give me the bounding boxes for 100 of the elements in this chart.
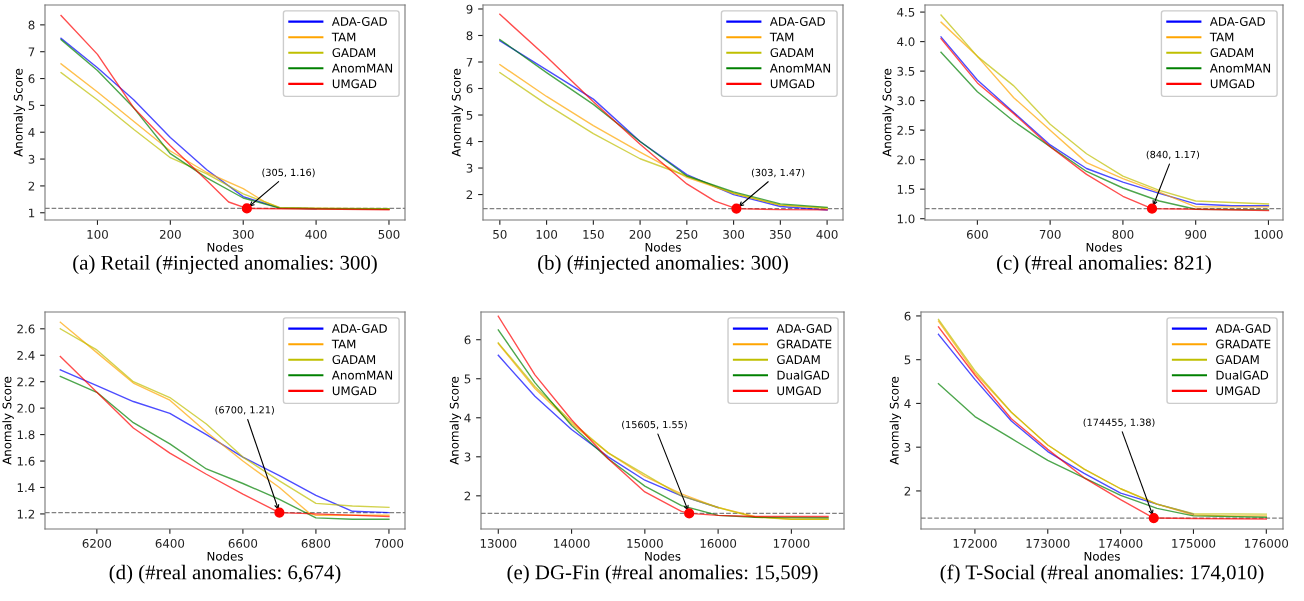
x-axis-title: Nodes — [207, 242, 243, 252]
y-tick-label: 3 — [464, 452, 471, 462]
legend-label: TAM — [769, 32, 794, 42]
x-tick-label: 150 — [583, 229, 604, 239]
legend-label: ADA-GAD — [331, 324, 387, 333]
y-tick-label: 4 — [28, 128, 35, 137]
y-tick-label: 3.5 — [897, 66, 915, 76]
annotation: (174455, 1.38) — [1083, 418, 1155, 428]
text: (c) (#real anomalies: 821) — [997, 255, 1211, 275]
x-tick-label: 17000 — [773, 538, 810, 548]
y-tick-label: 1.8 — [17, 430, 35, 440]
y-tick-label: 7 — [466, 57, 473, 67]
text: (a) Retail (#injected anomalies: 300) — [73, 255, 377, 275]
x-tick-label: 1000 — [1254, 229, 1283, 239]
x-tick-label: 500 — [378, 229, 400, 239]
y-tick-label: 2 — [28, 181, 35, 191]
x-tick-label: 250 — [676, 229, 698, 239]
x-tick-label: 6400 — [155, 538, 185, 548]
y-tick-label: 4.5 — [897, 7, 915, 17]
text: (e) DG-Fin (#real anomalies: 15,509) — [507, 564, 818, 584]
legend-label: GADAM — [1216, 355, 1259, 365]
x-tick-label: 6800 — [301, 538, 331, 548]
y-tick-label: 2 — [904, 486, 911, 496]
y-tick-label: 2.6 — [17, 324, 35, 334]
x-tick-label: 174000 — [1099, 538, 1143, 548]
x-tick-label: 14000 — [554, 538, 590, 548]
annotation: (6700, 1.21) — [215, 405, 274, 415]
legend-label: GADAM — [332, 355, 376, 365]
y-tick-label: 2.2 — [17, 377, 35, 387]
y-tick-label: 8 — [28, 20, 35, 30]
legend-label: GRADATE — [777, 339, 832, 349]
line-series — [937, 383, 1268, 518]
text: (f) T-Social (#real anomalies: 174,010) — [940, 564, 1264, 584]
y-tick-label: 1 — [29, 208, 35, 218]
text: (b) (#injected anomalies: 300) — [538, 255, 788, 275]
legend-label: TAM — [331, 339, 356, 349]
annotation: (303, 1.47) — [751, 168, 805, 178]
y-axis-title: Anomaly Score — [889, 376, 901, 465]
y-axis-title: Anomaly Score — [882, 68, 894, 157]
y-tick-label: 3 — [904, 442, 911, 452]
legend-label: TAM — [331, 32, 356, 42]
x-tick-label: 400 — [816, 229, 838, 239]
x-tick-label: 7000 — [374, 538, 404, 548]
y-tick-label: 5 — [904, 355, 911, 365]
x-axis-title: Nodes — [1086, 242, 1122, 252]
y-tick-label: 2.5 — [897, 125, 915, 135]
legend-label: GADAM — [770, 48, 814, 58]
legend-label: ADA-GAD — [1209, 17, 1265, 26]
x-tick-label: 6600 — [228, 538, 258, 548]
legend-label: UMGAD — [1210, 79, 1255, 89]
y-tick-label: 7 — [28, 47, 35, 57]
legend-label: GADAM — [332, 48, 376, 58]
legend-label: DualGAD — [777, 370, 830, 380]
y-tick-label: 1.4 — [17, 483, 35, 492]
y-tick-label: 6 — [464, 335, 471, 345]
y-tick-label: 2.0 — [17, 403, 35, 413]
legend-label: UMGAD — [770, 79, 815, 89]
x-tick-label: 400 — [305, 229, 327, 239]
y-axis-title: Anomaly Score — [451, 68, 463, 157]
legend-label: UMGAD — [1216, 386, 1260, 396]
legend-label: UMGAD — [777, 386, 821, 396]
x-tick-label: 300 — [723, 229, 745, 239]
y-tick-label: 3 — [28, 154, 35, 164]
y-tick-label: 1.2 — [17, 509, 35, 519]
legend-label: DualGAD — [1216, 370, 1269, 380]
y-tick-label: 2.0 — [897, 155, 915, 165]
y-tick-label: 4 — [904, 399, 911, 408]
text: (d) (#real anomalies: 6,674) — [109, 564, 341, 584]
y-tick-label: 6 — [904, 311, 911, 321]
legend-label: ADA-GAD — [769, 17, 825, 26]
y-tick-label: 8 — [466, 31, 473, 41]
x-tick-label: 175000 — [1172, 538, 1216, 548]
x-tick-label: 200 — [159, 229, 181, 239]
x-tick-label: 100 — [87, 229, 108, 239]
legend-label: AnomMAN — [769, 63, 831, 73]
x-axis-title: Nodes — [645, 551, 681, 561]
x-tick-label: 16000 — [700, 538, 737, 548]
x-tick-label: 700 — [1039, 229, 1061, 239]
annotation: (15605, 1.55) — [622, 420, 687, 430]
y-tick-label: 4.0 — [897, 37, 915, 47]
x-tick-label: 800 — [1112, 229, 1134, 239]
legend-label: UMGAD — [332, 386, 377, 396]
x-tick-label: 100 — [536, 229, 558, 239]
x-axis-title: Nodes — [207, 551, 243, 561]
y-tick-label: 6 — [28, 74, 35, 84]
x-tick-label: 600 — [966, 229, 988, 239]
x-tick-label: 900 — [1185, 229, 1207, 239]
y-axis-title: Anomaly Score — [13, 68, 25, 157]
y-tick-label: 3.0 — [897, 96, 915, 106]
x-tick-label: 176000 — [1245, 538, 1289, 548]
legend-label: GADAM — [777, 355, 820, 365]
y-tick-label: 5 — [464, 374, 471, 384]
annotation: (305, 1.16) — [262, 168, 315, 178]
legend-label: AnomMAN — [331, 63, 393, 73]
y-tick-label: 1.6 — [17, 456, 35, 466]
y-tick-label: 6 — [466, 84, 473, 94]
x-axis-title: Nodes — [1084, 551, 1120, 561]
legend-label: UMGAD — [332, 79, 377, 89]
y-tick-label: 5 — [466, 110, 473, 120]
y-tick-label: 1.0 — [897, 214, 915, 224]
